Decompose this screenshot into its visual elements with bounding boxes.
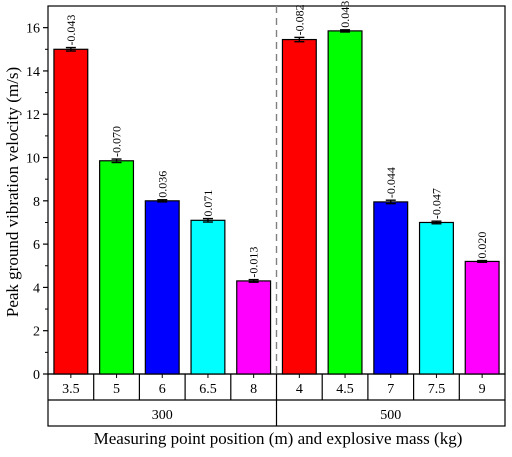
- y-tick-label: 16: [26, 22, 40, 37]
- category-label: 4: [296, 382, 303, 397]
- category-label: 6.5: [199, 382, 217, 397]
- bar: [236, 280, 272, 375]
- y-tick-label: 6: [33, 238, 40, 253]
- y-tick-label: 2: [33, 325, 40, 340]
- y-tick-label: 8: [33, 195, 40, 210]
- bar: [190, 219, 226, 375]
- category-label: 8: [250, 382, 257, 397]
- bar: [464, 260, 500, 375]
- data-label: 0.043: [338, 1, 352, 28]
- y-tick-label: 0: [33, 368, 40, 383]
- y-axis-title: Peak ground vibration velocity (m/s): [3, 67, 22, 317]
- data-label: -0.047: [429, 188, 443, 219]
- data-label: -0.043: [64, 15, 78, 46]
- data-label: -0.070: [110, 126, 124, 157]
- data-label: 0.020: [475, 232, 489, 259]
- y-tick-label: 4: [33, 281, 40, 296]
- category-label: 9: [479, 382, 486, 397]
- category-label: 7.5: [428, 382, 446, 397]
- group-label: 300: [152, 408, 173, 423]
- y-tick-label: 12: [26, 108, 40, 123]
- bar: [99, 160, 135, 375]
- bar: [144, 200, 180, 375]
- category-label: 3.5: [62, 382, 80, 397]
- data-label: -0.044: [384, 167, 398, 198]
- y-tick-label: 14: [26, 65, 40, 80]
- data-label: 0.071: [201, 190, 215, 217]
- x-axis-title: Measuring point position (m) and explosi…: [94, 429, 463, 448]
- y-tick-label: 10: [26, 152, 40, 167]
- bar: [418, 221, 454, 375]
- bar: [327, 30, 363, 375]
- category-label: 7: [387, 382, 394, 397]
- bar: [53, 48, 89, 375]
- data-label: -0.082: [292, 4, 306, 35]
- category-label: 6: [159, 382, 166, 397]
- bar: [373, 201, 409, 375]
- bar: [281, 38, 317, 375]
- category-label: 5: [113, 382, 120, 397]
- data-label: 0.036: [155, 171, 169, 198]
- group-label: 500: [380, 408, 401, 423]
- data-label: -0.013: [247, 247, 261, 278]
- category-label: 4.5: [336, 382, 354, 397]
